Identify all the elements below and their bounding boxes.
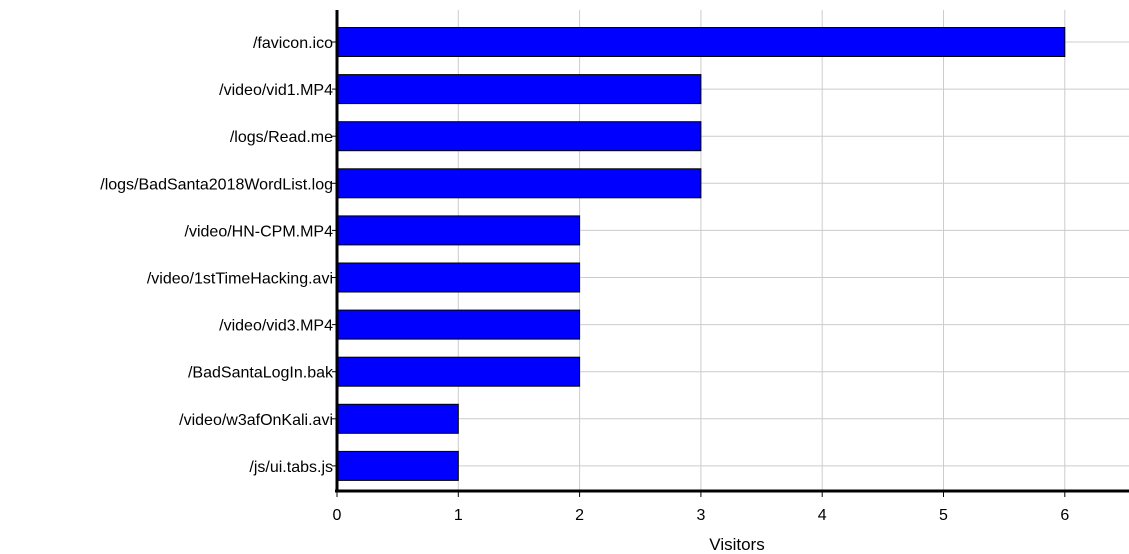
x-axis-title: Visitors (709, 535, 764, 554)
x-tick-label: 1 (454, 507, 463, 524)
category-labels: /favicon.ico/video/vid1.MP4/logs/Read.me… (100, 35, 334, 476)
bar (336, 27, 1066, 57)
bars (336, 27, 1066, 481)
x-tick-labels: 0 1 2 3 4 5 6 (332, 41, 1069, 524)
category-label: /video/HN-CPM.MP4 (185, 223, 334, 240)
x-tick-label: 5 (939, 507, 948, 524)
x-tick-label: 0 (333, 507, 342, 524)
axes (335, 10, 1129, 493)
bar (336, 356, 581, 387)
category-label: /favicon.ico (253, 35, 333, 52)
bar (336, 309, 581, 340)
bar (336, 168, 702, 199)
category-label: /video/vid1.MP4 (219, 82, 333, 99)
bar (336, 121, 702, 152)
bar (336, 450, 459, 481)
bar (336, 403, 459, 434)
x-tick-label: 4 (818, 507, 827, 524)
category-label: /logs/Read.me (230, 129, 333, 146)
bar (336, 215, 581, 246)
category-label: /BadSantaLogIn.bak (188, 365, 334, 382)
category-label: /js/ui.tabs.js (249, 459, 333, 476)
x-tick-label: 3 (696, 507, 705, 524)
x-tick-label: 6 (1060, 507, 1069, 524)
category-label: /video/w3afOnKali.avi (179, 412, 333, 429)
category-label: /logs/BadSanta2018WordList.log (100, 176, 333, 193)
category-label: /video/vid3.MP4 (219, 318, 333, 335)
bar (336, 262, 581, 293)
x-tick-label: 2 (575, 507, 584, 524)
category-label: /video/1stTimeHacking.avi (147, 271, 333, 288)
bar (336, 74, 702, 105)
